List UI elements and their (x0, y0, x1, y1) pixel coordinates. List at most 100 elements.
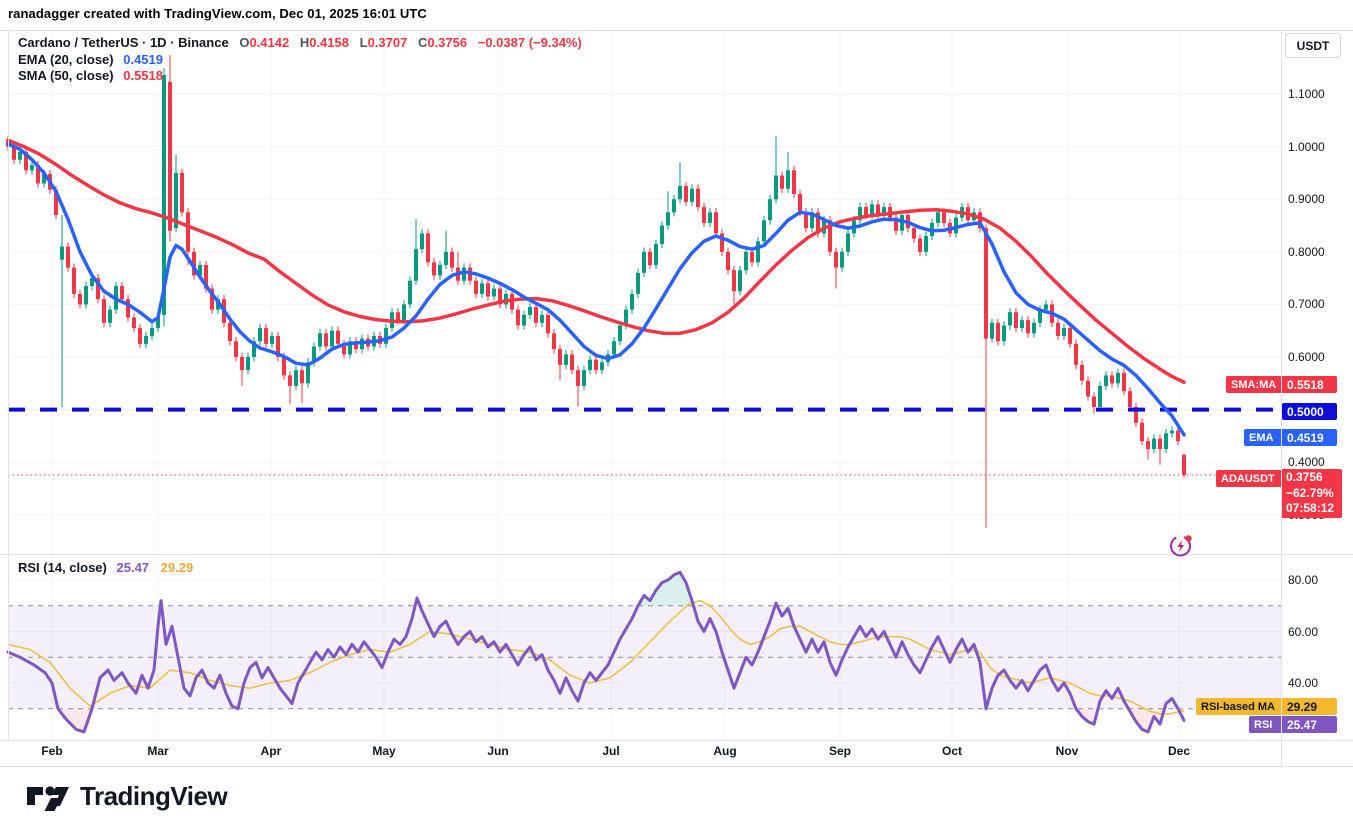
candle-body (666, 212, 670, 226)
rsi-axis-value: 25.47 (1282, 716, 1337, 733)
month-label-jul: Jul (602, 744, 620, 758)
tradingview-logo-text: TradingView (80, 780, 228, 811)
candle-body (36, 165, 40, 184)
sma-legend[interactable]: SMA (50, close) 0.5518 (18, 68, 163, 83)
candle-body (756, 241, 760, 263)
candle-body (318, 333, 322, 347)
candle-body (990, 322, 994, 339)
month-label-oct: Oct (941, 744, 963, 758)
candle-body (636, 272, 640, 294)
candle-body (768, 199, 772, 221)
rsi-legend[interactable]: RSI (14, close) 25.47 29.29 (18, 560, 193, 575)
candle-body (654, 243, 658, 265)
candle-body (1110, 375, 1114, 384)
price-scale-separator[interactable] (1281, 30, 1282, 766)
rsi-line (6, 570, 1186, 734)
close-value: 0.3756 (427, 35, 468, 50)
candle-body (300, 370, 304, 384)
candle-body (840, 251, 844, 268)
candle-body (780, 175, 784, 189)
candle-body (552, 333, 556, 350)
candle-body (816, 212, 820, 234)
candle-body (444, 251, 448, 265)
candle-body (522, 314, 526, 326)
sma-axis-tag: SMA:MA (1226, 376, 1281, 393)
candle-body (396, 312, 400, 321)
price-tick-label: 0.6000 (1288, 350, 1325, 364)
candle-body (642, 251, 646, 273)
month-label-apr: Apr (260, 744, 282, 758)
pane-divider[interactable] (0, 554, 1353, 555)
candle-body (408, 280, 412, 305)
tradingview-logo: TradingView (26, 780, 228, 812)
candle-body (414, 249, 418, 281)
rsi-value: 25.47 (116, 560, 150, 575)
currency-toggle-button[interactable]: USDT (1285, 33, 1341, 58)
month-label-mar: Mar (147, 744, 169, 758)
candle-body (978, 212, 982, 229)
candle-body (624, 309, 628, 326)
candle-body (168, 81, 172, 231)
candle-body (618, 325, 622, 342)
price-tick-label: 1.1000 (1288, 87, 1325, 101)
ema-value: 0.4519 (123, 52, 163, 67)
candle-body (306, 362, 310, 384)
candle-body (774, 175, 778, 200)
candle-body (1146, 441, 1150, 450)
lightning-bolt-icon (1177, 540, 1184, 552)
last-price-change: −62.79% (1286, 485, 1334, 500)
candle-body (1056, 322, 1060, 336)
candle-body (516, 309, 520, 326)
candle-body (90, 278, 94, 286)
candle-body (1098, 385, 1102, 407)
top-border (0, 30, 1353, 31)
candle-body (420, 233, 424, 250)
candle-body (918, 238, 922, 252)
candle-body (1170, 430, 1174, 434)
sma-label: SMA (50, close) (18, 68, 114, 83)
low-value: 0.3707 (367, 35, 408, 50)
candle-body (1038, 309, 1042, 323)
candle-body (432, 262, 436, 276)
candle-body (870, 204, 874, 215)
candle-body (798, 193, 802, 213)
month-label-nov: Nov (1055, 744, 1079, 758)
candle-body (504, 293, 508, 305)
symbol-axis-tag: ADAUSDT (1216, 470, 1281, 487)
candle-body (1176, 430, 1180, 442)
notification-dot-icon (1185, 535, 1192, 542)
time-axis-bottom-border (0, 766, 1353, 767)
ema-legend[interactable]: EMA (20, close) 0.4519 (18, 52, 163, 67)
month-label-dec: Dec (1167, 744, 1191, 758)
candle-body (342, 343, 346, 355)
rsi-tick-label: 80.00 (1288, 573, 1319, 587)
rsi-ma-axis-tag: RSI-based MA (1196, 698, 1281, 715)
sma-axis-value: 0.5518 (1282, 376, 1337, 393)
candle-body (282, 357, 286, 376)
candle-body (180, 172, 184, 213)
ai-flash-button[interactable] (1168, 532, 1195, 559)
candle-body (156, 317, 160, 329)
price-tick-label: 0.4000 (1288, 455, 1325, 470)
candle-body (96, 278, 100, 300)
candle-body (1140, 422, 1144, 442)
candle-body (1182, 454, 1186, 476)
candle-body (858, 207, 862, 221)
candle-body (1164, 433, 1168, 450)
ema-label: EMA (20, close) (18, 52, 114, 67)
candle-body (144, 335, 148, 344)
price-tick-label: 0.8000 (1288, 244, 1325, 259)
candle-body (276, 335, 280, 357)
candle-body (210, 288, 214, 310)
symbol-legend[interactable]: Cardano / TetherUS · 1D · Binance O0.414… (18, 35, 582, 50)
candle-body (1116, 372, 1120, 384)
open-value: 0.4142 (249, 35, 290, 50)
rsi-tick-label: 40.00 (1288, 676, 1319, 690)
candle-body (786, 170, 790, 189)
candle-body (1002, 325, 1006, 342)
candle-body (576, 370, 580, 386)
candle-body (198, 264, 202, 276)
time-axis-top-border (0, 740, 1353, 741)
candle-body (330, 330, 334, 347)
